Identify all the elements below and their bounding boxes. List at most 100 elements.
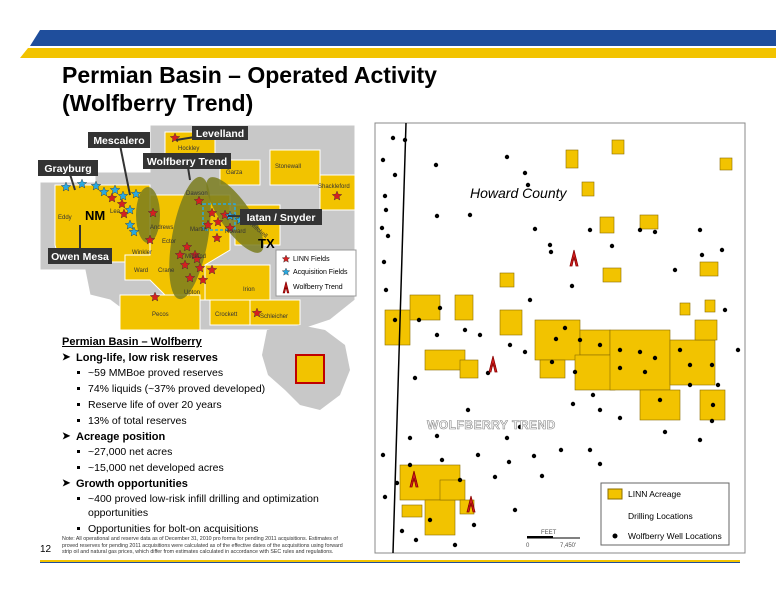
county-label: Winkler bbox=[132, 250, 152, 256]
title-line: (Wolfberry Trend) bbox=[62, 90, 254, 116]
bullet-item: Opportunities for bolt-on acquisitions bbox=[77, 522, 328, 536]
well-location bbox=[525, 182, 531, 188]
legend-label: Acquisition Fields bbox=[293, 269, 348, 276]
well-location bbox=[697, 437, 703, 443]
footnote: Note: All operational and reserve data a… bbox=[62, 536, 343, 555]
well-location bbox=[657, 397, 663, 403]
well-location bbox=[553, 336, 559, 342]
well-location bbox=[587, 227, 593, 233]
drilling-location bbox=[282, 281, 290, 294]
top-band-blue bbox=[30, 30, 776, 46]
well-location bbox=[506, 459, 512, 465]
county-label: Pecos bbox=[152, 312, 169, 318]
acreage bbox=[679, 302, 691, 316]
well-location bbox=[617, 365, 623, 371]
well-location bbox=[412, 375, 418, 381]
well-location bbox=[547, 242, 553, 248]
well-location bbox=[439, 457, 445, 463]
field-star bbox=[251, 307, 263, 318]
trend-label: WOLFBERRY TREND bbox=[427, 418, 556, 432]
trend bbox=[136, 187, 160, 243]
drilling-location bbox=[569, 249, 579, 267]
legend-swatch bbox=[607, 488, 623, 500]
bullet-list: ~400 proved low-risk infill drilling and… bbox=[62, 492, 332, 536]
callout-label: Iatan / Snyder bbox=[247, 212, 316, 224]
well-location bbox=[383, 207, 389, 213]
scale-end: 7,450' bbox=[560, 543, 576, 549]
well-location bbox=[558, 447, 564, 453]
well-location bbox=[672, 267, 678, 273]
county-label: Ector bbox=[162, 239, 176, 245]
well-location bbox=[652, 229, 658, 235]
field-star bbox=[109, 184, 121, 195]
well-location bbox=[392, 317, 398, 323]
well-location bbox=[597, 461, 603, 467]
bullet-item: ~400 proved low-risk infill drilling and… bbox=[77, 492, 328, 520]
field-star bbox=[212, 216, 224, 227]
acreage bbox=[499, 309, 523, 336]
scale-bar-fill bbox=[527, 536, 553, 538]
bullet-item: ~59 MMBoe proved reserves bbox=[77, 366, 328, 380]
well-location bbox=[427, 517, 433, 523]
field-star bbox=[76, 178, 88, 189]
callout-label: Wolfberry Trend bbox=[147, 156, 227, 168]
well-location bbox=[383, 287, 389, 293]
well-location bbox=[407, 435, 413, 441]
bullet-item: ~27,000 net acres bbox=[77, 445, 328, 459]
well-location bbox=[662, 429, 668, 435]
bottom-rule-blue bbox=[40, 562, 740, 563]
county-name: Howard County bbox=[470, 185, 567, 201]
acreage bbox=[694, 319, 718, 341]
title-line: Permian Basin – Operated Activity bbox=[62, 62, 437, 88]
well-location bbox=[637, 349, 643, 355]
well-location bbox=[652, 355, 658, 361]
field-star bbox=[106, 192, 118, 203]
acreage bbox=[119, 294, 201, 331]
acreage bbox=[439, 479, 466, 501]
well-location bbox=[617, 415, 623, 421]
well-location bbox=[434, 433, 440, 439]
callout-box bbox=[48, 248, 112, 264]
well-location bbox=[548, 249, 554, 255]
drilling-location bbox=[466, 495, 476, 513]
well-location bbox=[570, 401, 576, 407]
well-location bbox=[687, 382, 693, 388]
acreage bbox=[579, 329, 611, 356]
state-label: TX bbox=[258, 236, 275, 251]
right-map bbox=[374, 122, 746, 554]
field-star bbox=[60, 181, 72, 192]
well-location bbox=[504, 435, 510, 441]
scale-start: 0 bbox=[526, 543, 530, 549]
acreage bbox=[401, 504, 423, 518]
bullet-list: ~59 MMBoe proved reserves 74% liquids (~3… bbox=[62, 366, 332, 428]
field-star bbox=[194, 262, 206, 273]
acreage bbox=[639, 214, 659, 230]
field-star bbox=[206, 264, 218, 275]
county-label: Stonewall bbox=[275, 164, 301, 170]
well-location bbox=[637, 227, 643, 233]
well-location bbox=[467, 212, 473, 218]
field-star bbox=[147, 207, 159, 218]
acreage bbox=[669, 339, 716, 386]
legend-dot bbox=[612, 533, 618, 539]
field-stars bbox=[60, 132, 343, 318]
left-map bbox=[39, 124, 357, 410]
callout-label: Grayburg bbox=[44, 163, 91, 175]
drilling-location bbox=[488, 355, 498, 373]
drilling-location bbox=[409, 470, 419, 488]
well-location bbox=[609, 243, 615, 249]
well-location bbox=[709, 362, 715, 368]
page-number: 12 bbox=[40, 544, 52, 555]
field-star bbox=[184, 272, 196, 283]
well-location bbox=[709, 418, 715, 424]
field-star bbox=[202, 219, 214, 230]
well-location bbox=[413, 537, 419, 543]
well-location bbox=[572, 369, 578, 375]
county-label: Eddy bbox=[58, 215, 72, 221]
well-location bbox=[452, 542, 458, 548]
acreage bbox=[424, 349, 466, 371]
well-location bbox=[416, 317, 422, 323]
field-star bbox=[116, 198, 128, 209]
well-location bbox=[590, 392, 596, 398]
section-title: Growth opportunities bbox=[62, 478, 332, 490]
